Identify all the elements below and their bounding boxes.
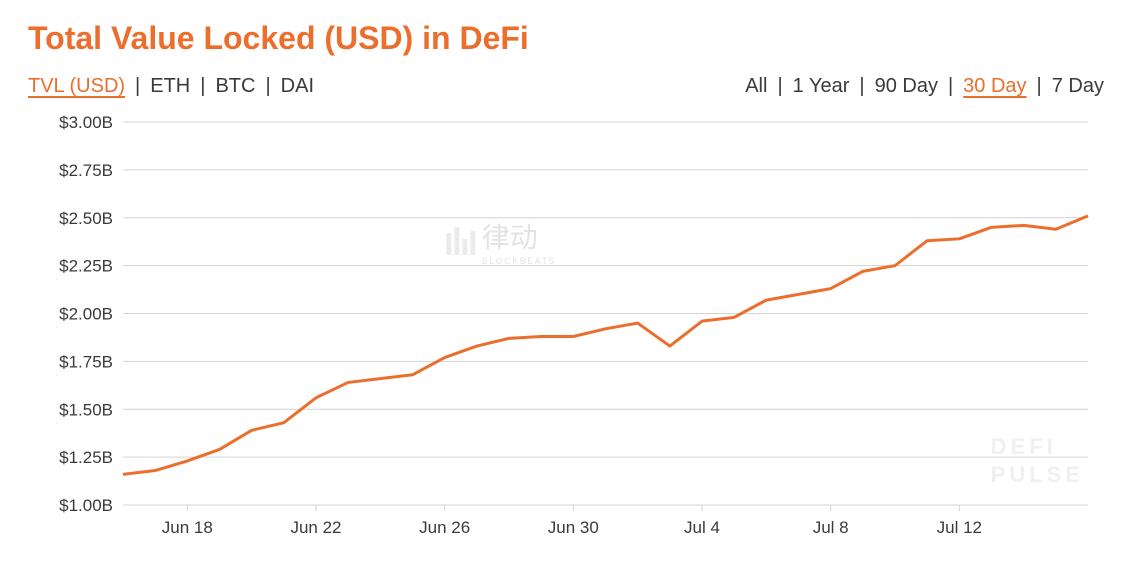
x-axis-label: Jun 22	[290, 518, 341, 537]
x-axis-label: Jul 8	[813, 518, 849, 537]
tab-divider: |	[135, 75, 140, 98]
tab-divider: |	[777, 75, 782, 98]
y-axis-label: $2.50B	[59, 209, 113, 228]
y-axis-label: $2.00B	[59, 305, 113, 324]
metric-tab-eth[interactable]: ETH	[150, 75, 190, 98]
metric-tab-tvl-usd-[interactable]: TVL (USD)	[28, 75, 125, 98]
metric-tab-btc[interactable]: BTC	[215, 75, 255, 98]
x-axis-label: Jun 30	[548, 518, 599, 537]
x-axis-label: Jun 26	[419, 518, 470, 537]
range-tab-90-day[interactable]: 90 Day	[875, 75, 938, 98]
tab-divider: |	[948, 75, 953, 98]
range-tab-7-day[interactable]: 7 Day	[1052, 75, 1104, 98]
y-axis-label: $3.00B	[59, 113, 113, 132]
y-axis-label: $1.00B	[59, 496, 113, 515]
chart-container: $1.00B $1.25B $1.50B $1.75B $2.00B $2.25B $2.5…	[28, 110, 1104, 550]
y-axis-label: $1.25B	[59, 448, 113, 467]
range-tab-all[interactable]: All	[745, 75, 767, 98]
chart-controls: TVL (USD) | ETH | BTC | DAI All | 1 Year | 90 Day |…	[28, 75, 1104, 98]
y-axis-label: $2.25B	[59, 257, 113, 276]
tab-divider: |	[265, 75, 270, 98]
page-title: Total Value Locked (USD) in DeFi	[28, 20, 1104, 57]
y-axis-label: $1.75B	[59, 352, 113, 371]
range-tab-30-day[interactable]: 30 Day	[963, 75, 1026, 98]
range-tabs: All | 1 Year | 90 Day | 30 Day | 7 Day	[745, 75, 1104, 98]
tab-divider: |	[859, 75, 864, 98]
x-axis-label: Jun 18	[162, 518, 213, 537]
range-tab-1-year[interactable]: 1 Year	[793, 75, 850, 98]
y-axis-label: $1.50B	[59, 400, 113, 419]
tab-divider: |	[1037, 75, 1042, 98]
tvl-data-line	[123, 216, 1088, 475]
metric-tabs: TVL (USD) | ETH | BTC | DAI	[28, 75, 314, 98]
metric-tab-dai[interactable]: DAI	[281, 75, 314, 98]
y-axis-label: $2.75B	[59, 161, 113, 180]
x-axis-label: Jul 12	[937, 518, 982, 537]
x-axis-label: Jul 4	[684, 518, 720, 537]
tvl-line-chart: $1.00B $1.25B $1.50B $1.75B $2.00B $2.25B $2.5…	[28, 110, 1104, 550]
tab-divider: |	[200, 75, 205, 98]
